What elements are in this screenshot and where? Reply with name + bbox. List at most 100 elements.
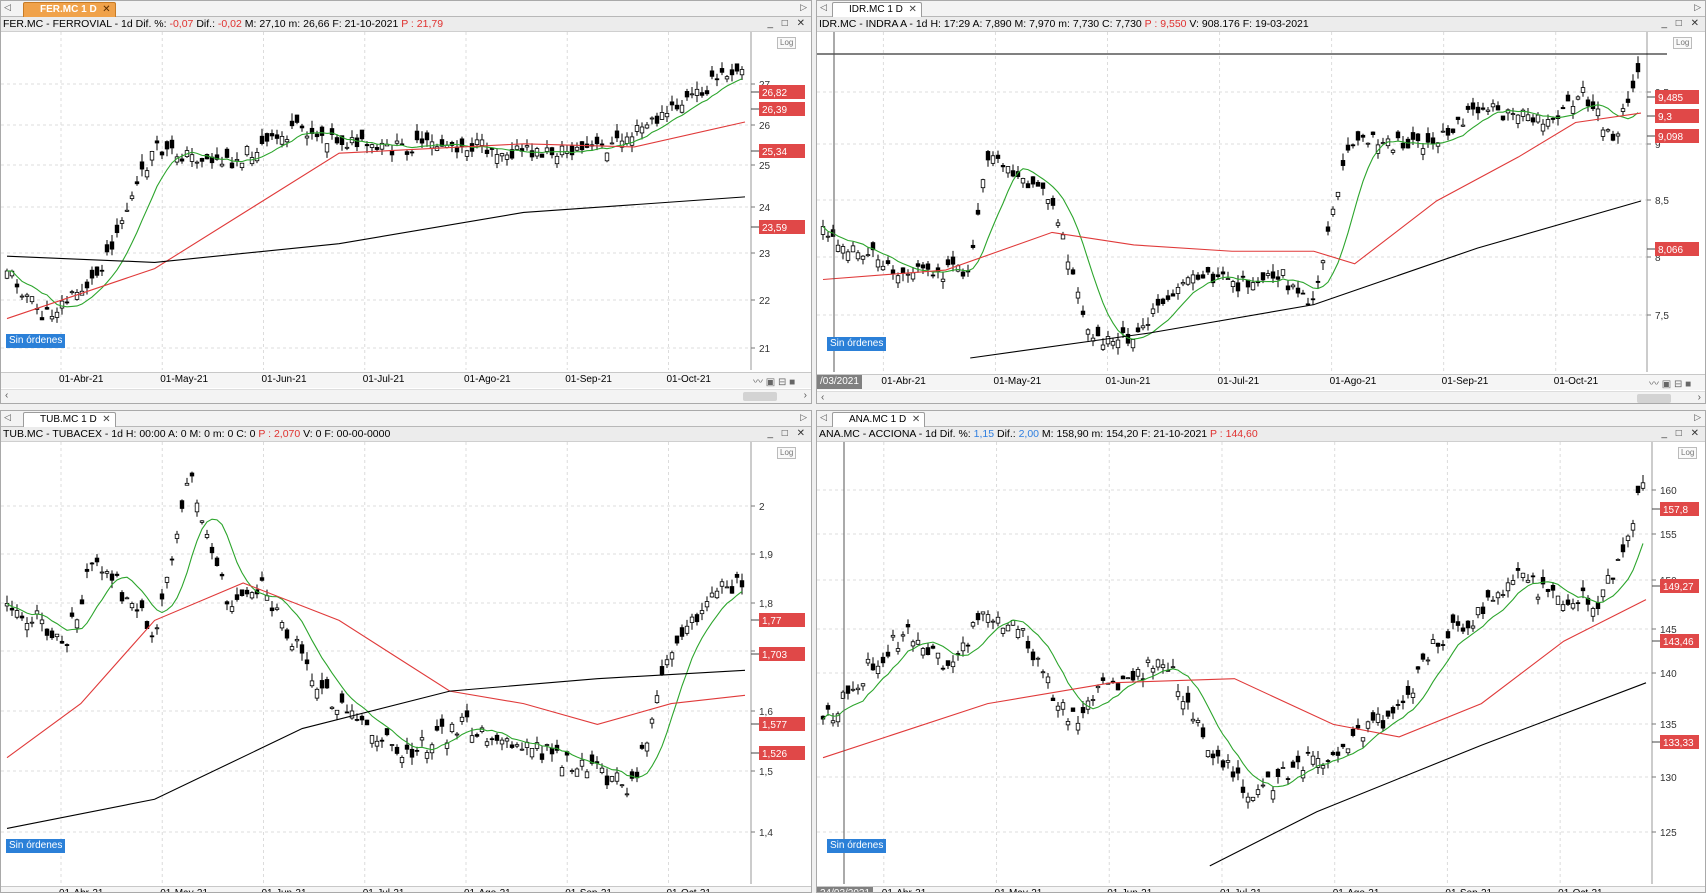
scroll-thumb[interactable]: [1637, 394, 1671, 403]
close-tab-icon[interactable]: ✕: [102, 414, 111, 425]
chart-tab[interactable]: ANA.MC 1 D ✕: [832, 412, 926, 427]
scroll-right-icon[interactable]: ›: [803, 390, 807, 401]
candle-body: [134, 609, 140, 612]
quote-tail: V: 908.176 F: 19-03-2021: [1186, 18, 1309, 30]
candle-body: [1005, 166, 1011, 174]
chart-tools-icons[interactable]: 〰 ▣ ⊟ ■: [1649, 379, 1692, 390]
price-chart[interactable]: 27262524232221 26,82 26,39 25,34 23,59: [1, 32, 812, 370]
horizontal-scrollbar[interactable]: ‹ ›: [817, 391, 1705, 403]
candle-body: [404, 744, 410, 750]
candle-body: [734, 573, 740, 578]
candle-body: [1500, 594, 1506, 596]
chart-tab[interactable]: IDR.MC 1 D ✕: [832, 2, 922, 17]
tab-scroll-left-icon[interactable]: ◁: [4, 2, 11, 12]
window-controls[interactable]: _ □ ✕: [767, 18, 808, 29]
orders-status-badge[interactable]: Sin órdenes: [6, 839, 66, 853]
candle-body: [1330, 208, 1336, 215]
candle-body: [1535, 114, 1541, 123]
candle-body: [915, 263, 921, 267]
chart-tab-label: IDR.MC 1 D: [849, 4, 903, 15]
orders-status-badge[interactable]: Sin órdenes: [827, 839, 887, 853]
chart-tab-label: TUB.MC 1 D: [40, 414, 97, 425]
candle-body: [1495, 105, 1501, 111]
price-chart[interactable]: 21,91,81,71,61,51,4 1,77 1,703 1,577 1,5…: [1, 442, 812, 884]
scroll-left-icon[interactable]: ‹: [5, 390, 9, 401]
candle-body: [569, 770, 575, 772]
candle-body: [499, 739, 505, 745]
candle-body: [1215, 749, 1221, 757]
svg-text:1,77: 1,77: [762, 616, 782, 627]
tab-scroll-right-icon[interactable]: ▷: [800, 412, 807, 422]
chart-pane-indra[interactable]: ◁ IDR.MC 1 D ✕ ▷ IDR.MC - INDRA A - 1d H…: [816, 0, 1706, 404]
chart-tools-icons[interactable]: 〰 ▣ ⊟ ■: [753, 887, 795, 892]
candle-body: [1055, 705, 1061, 711]
candle-body: [539, 753, 545, 760]
chart-tab[interactable]: FER.MC 1 D ✕: [23, 2, 116, 17]
price-chart[interactable]: 9,598,587,5 9,485 9,3 9,098 8,066: [817, 32, 1706, 372]
candle-body: [1000, 164, 1006, 168]
orders-status-badge[interactable]: Sin órdenes: [6, 334, 66, 348]
scroll-right-icon[interactable]: ›: [1697, 392, 1701, 403]
candle-body: [1230, 281, 1236, 287]
candle-body: [865, 658, 871, 664]
tab-scroll-left-icon[interactable]: ◁: [4, 412, 11, 422]
svg-text:157,8: 157,8: [1663, 505, 1688, 516]
log-scale-toggle[interactable]: Log: [1673, 37, 1693, 49]
candle-body: [39, 619, 45, 625]
chart-pane-ferrovial[interactable]: ◁ FER.MC 1 D ✕ ▷ FER.MC - FERROVIAL - 1d…: [0, 0, 812, 404]
slow-moving-average: [822, 112, 1642, 281]
candle-body: [134, 181, 140, 185]
candle-body: [1540, 123, 1546, 132]
x-axis-label: 01-Ago-21: [1329, 376, 1377, 387]
tab-scroll-left-icon[interactable]: ◁: [820, 2, 827, 12]
candle-body: [1190, 274, 1196, 284]
svg-text:1,703: 1,703: [762, 650, 787, 661]
chart-tools-icons[interactable]: 〰 ▣ ⊟ ■: [753, 377, 796, 388]
close-tab-icon[interactable]: ✕: [102, 4, 111, 15]
price-chart[interactable]: 160155150145140135130125 157,8 149,27 14…: [817, 442, 1706, 884]
candle-body: [294, 638, 300, 642]
window-controls[interactable]: _ □ ✕: [1661, 428, 1702, 439]
log-scale-toggle[interactable]: Log: [777, 447, 797, 459]
close-tab-icon[interactable]: ✕: [908, 4, 917, 15]
log-scale-toggle[interactable]: Log: [777, 37, 797, 49]
tab-scroll-left-icon[interactable]: ◁: [820, 412, 827, 422]
log-scale-toggle[interactable]: Log: [1678, 447, 1698, 459]
x-axis-label: 01-Oct-21: [1553, 376, 1599, 387]
candle-body: [1005, 624, 1011, 632]
price-level-badge: 9,3: [1647, 109, 1699, 123]
candle-body: [224, 148, 230, 158]
scroll-thumb[interactable]: [743, 392, 777, 401]
window-controls[interactable]: _ □ ✕: [1661, 18, 1702, 29]
candle-body: [1575, 602, 1581, 605]
fast-moving-average: [822, 543, 1644, 788]
tab-scroll-right-icon[interactable]: ▷: [1694, 412, 1701, 422]
chart-tab[interactable]: TUB.MC 1 D ✕: [23, 412, 116, 427]
candle-body: [154, 140, 160, 144]
candle-body: [1170, 666, 1176, 669]
svg-text:9,3: 9,3: [1658, 112, 1672, 123]
tab-scroll-right-icon[interactable]: ▷: [1694, 2, 1701, 12]
candle-body: [1435, 642, 1441, 647]
candle-body: [1485, 590, 1491, 598]
chart-tools-icons[interactable]: 〰 ▣ ⊟ ■: [1654, 887, 1696, 892]
candle-body: [1360, 737, 1366, 742]
close-tab-icon[interactable]: ✕: [911, 414, 921, 425]
tab-scroll-right-icon[interactable]: ▷: [800, 2, 807, 12]
candle-body: [1510, 113, 1516, 115]
chart-pane-acciona[interactable]: ◁ ANA.MC 1 D ✕ ▷ ANA.MC - ACCIONA - 1d D…: [816, 410, 1706, 893]
candle-body: [1415, 133, 1421, 142]
window-controls[interactable]: _ □ ✕: [767, 428, 808, 439]
candle-body: [1175, 286, 1181, 294]
horizontal-scrollbar[interactable]: ‹ ›: [1, 389, 811, 403]
candle-body: [1595, 602, 1601, 609]
scroll-left-icon[interactable]: ‹: [821, 392, 825, 403]
candle-body: [1515, 568, 1521, 571]
candle-body: [464, 150, 470, 157]
candle-body: [234, 159, 240, 162]
candle-body: [1315, 758, 1321, 768]
candle-body: [1450, 128, 1456, 133]
candle-body: [374, 740, 380, 747]
chart-pane-tubacex[interactable]: ◁ TUB.MC 1 D ✕ ▷ TUB.MC - TUBACEX - 1d H…: [0, 410, 812, 893]
orders-status-badge[interactable]: Sin órdenes: [827, 337, 887, 351]
